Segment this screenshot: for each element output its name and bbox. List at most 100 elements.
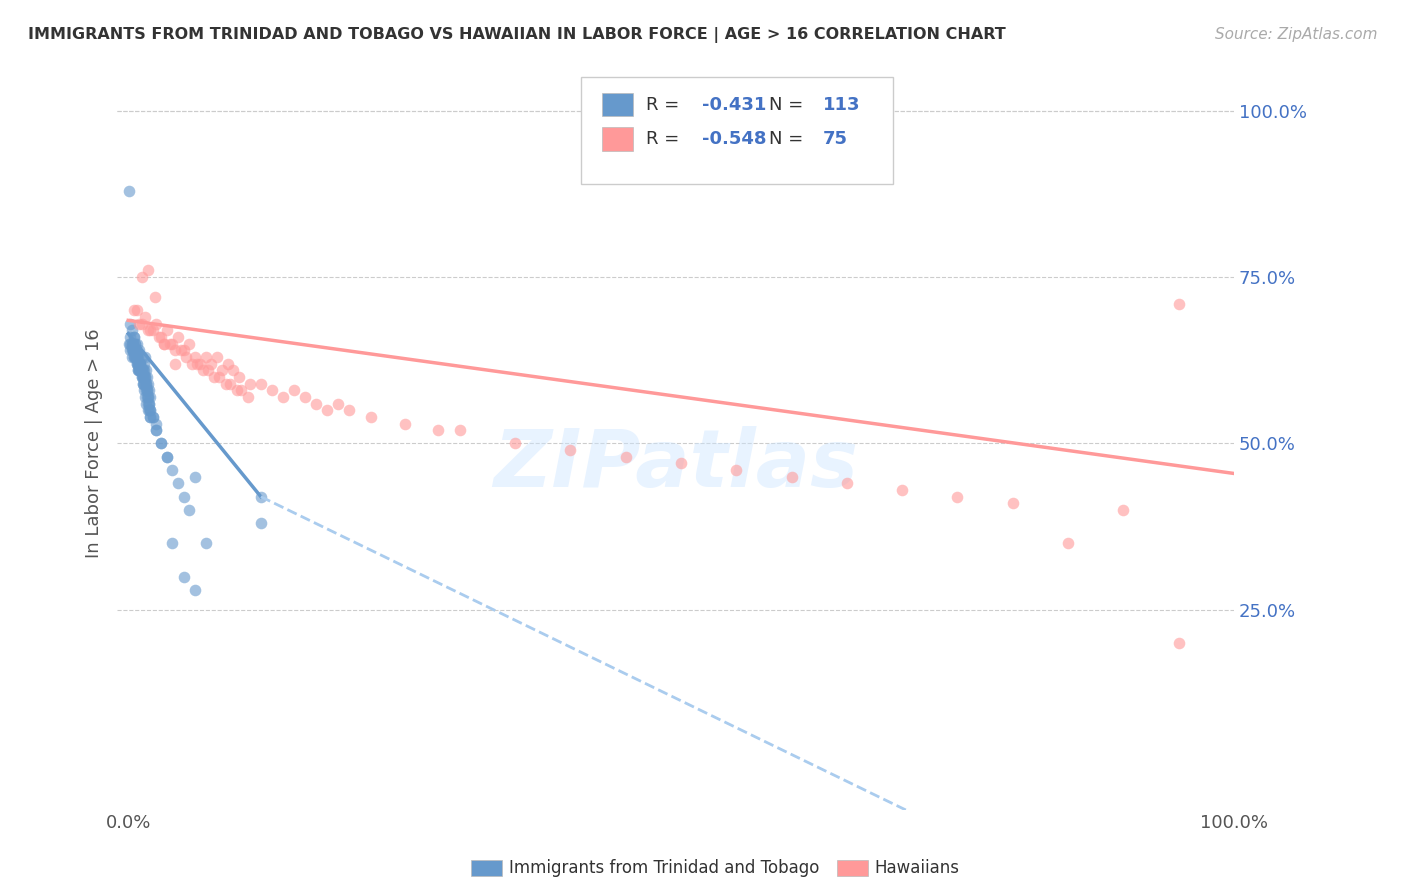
Text: Source: ZipAtlas.com: Source: ZipAtlas.com — [1215, 27, 1378, 42]
Point — [150, 436, 173, 450]
Point — [177, 336, 200, 351]
Point — [614, 450, 637, 464]
Point — [394, 417, 416, 431]
Y-axis label: In Labor Force | Age > 16: In Labor Force | Age > 16 — [86, 328, 103, 558]
Point — [124, 350, 146, 364]
Text: Hawaiians: Hawaiians — [875, 859, 959, 877]
Point — [131, 317, 153, 331]
Point — [167, 330, 190, 344]
Text: IMMIGRANTS FROM TRINIDAD AND TOBAGO VS HAWAIIAN IN LABOR FORCE | AGE > 16 CORREL: IMMIGRANTS FROM TRINIDAD AND TOBAGO VS H… — [28, 27, 1005, 43]
Text: R =: R = — [647, 95, 686, 113]
Point — [177, 503, 200, 517]
Point — [125, 343, 148, 358]
Point — [127, 303, 149, 318]
Point — [183, 469, 205, 483]
Point — [128, 317, 150, 331]
Point — [250, 516, 273, 531]
Point — [122, 350, 145, 364]
Point — [200, 357, 222, 371]
Point — [125, 350, 148, 364]
Point — [121, 343, 143, 358]
Point — [131, 363, 153, 377]
Point — [125, 343, 148, 358]
Point — [145, 417, 167, 431]
Point — [194, 536, 217, 550]
Point — [145, 423, 167, 437]
Point — [186, 357, 208, 371]
Point — [135, 383, 157, 397]
Point — [129, 357, 152, 371]
Point — [360, 409, 382, 424]
Point — [132, 383, 155, 397]
Point — [250, 490, 273, 504]
Point — [129, 363, 152, 377]
Point — [162, 336, 184, 351]
Point — [124, 336, 146, 351]
Point — [128, 363, 150, 377]
Point — [121, 323, 143, 337]
Point — [197, 363, 219, 377]
Point — [121, 336, 143, 351]
Point — [139, 403, 162, 417]
Point — [142, 409, 165, 424]
Point — [131, 370, 153, 384]
Point — [170, 343, 193, 358]
Point — [120, 336, 142, 351]
Point — [139, 409, 162, 424]
Point — [139, 323, 162, 337]
Point — [127, 363, 149, 377]
Point — [128, 357, 150, 371]
Point — [120, 330, 142, 344]
Point — [250, 376, 273, 391]
Point — [167, 476, 190, 491]
Point — [136, 383, 159, 397]
Point — [118, 184, 141, 198]
Point — [229, 383, 252, 397]
Point — [136, 390, 159, 404]
Point — [121, 336, 143, 351]
Point — [129, 363, 152, 377]
Point — [142, 409, 165, 424]
Point — [131, 363, 153, 377]
Point — [132, 376, 155, 391]
Point — [337, 403, 360, 417]
Point — [159, 336, 181, 351]
FancyBboxPatch shape — [602, 93, 633, 116]
Point — [121, 343, 143, 358]
Point — [156, 450, 179, 464]
Point — [449, 423, 471, 437]
Point — [222, 363, 245, 377]
Point — [129, 357, 152, 371]
Point — [131, 363, 153, 377]
Point — [163, 357, 186, 371]
Point — [121, 343, 143, 358]
Point — [131, 376, 153, 391]
Point — [120, 343, 142, 358]
Point — [283, 383, 305, 397]
Point — [143, 290, 166, 304]
Point — [127, 357, 149, 371]
Point — [1167, 296, 1189, 310]
Point — [127, 357, 149, 371]
Point — [188, 357, 211, 371]
Point — [1001, 496, 1024, 510]
Point — [135, 363, 157, 377]
Point — [134, 370, 156, 384]
Point — [131, 270, 153, 285]
Point — [136, 390, 159, 404]
Point — [131, 370, 153, 384]
Point — [124, 336, 146, 351]
Point — [134, 370, 156, 384]
Point — [136, 263, 159, 277]
Point — [305, 396, 328, 410]
Point — [193, 363, 215, 377]
Point — [156, 450, 179, 464]
Point — [152, 336, 174, 351]
Point — [134, 376, 156, 391]
Point — [135, 396, 157, 410]
Point — [173, 490, 195, 504]
Point — [162, 463, 184, 477]
Point — [183, 350, 205, 364]
Point — [1112, 503, 1135, 517]
Point — [121, 350, 143, 364]
